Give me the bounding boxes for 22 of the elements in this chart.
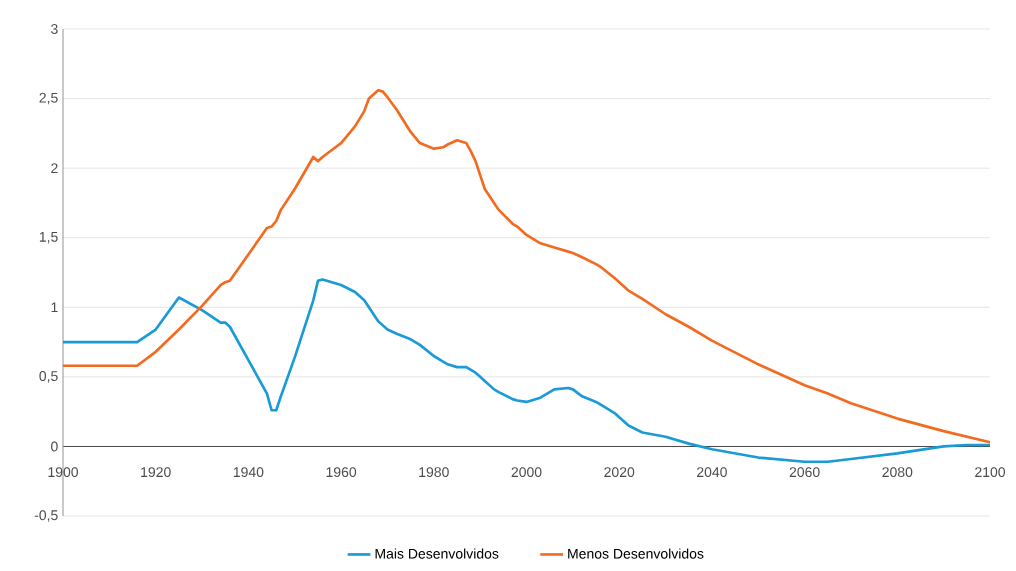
x-tick-label: 2060	[789, 467, 820, 478]
y-tick-label: 3	[51, 24, 58, 34]
x-tick-label: 1960	[326, 467, 357, 478]
y-tick-label: 1	[51, 302, 58, 313]
x-tick-label: 2080	[882, 467, 913, 478]
x-tick-label: 2040	[697, 467, 727, 478]
y-tick-label: 0,5	[39, 371, 58, 383]
y-tick-label: 2	[51, 163, 58, 174]
x-tick-label: 1900	[48, 467, 79, 478]
line-series	[61, 278, 992, 464]
x-tick-label: 2020	[604, 467, 635, 478]
legend-label: Mais Desenvolvidos	[375, 548, 499, 559]
y-tick-label: -0,5	[34, 510, 58, 522]
x-tick-label: 2000	[511, 467, 542, 478]
y-tick-label: 1,5	[39, 232, 58, 244]
x-tick-label: 1940	[233, 467, 264, 478]
x-tick-label: 1920	[141, 467, 171, 478]
y-tick-label: 2,5	[39, 92, 58, 105]
x-tick-label: 1980	[419, 467, 449, 478]
legend-label: Menos Desenvolvidos	[568, 548, 704, 559]
y-tick-label: 0	[51, 441, 58, 452]
x-tick-label: 2100	[975, 467, 1006, 478]
